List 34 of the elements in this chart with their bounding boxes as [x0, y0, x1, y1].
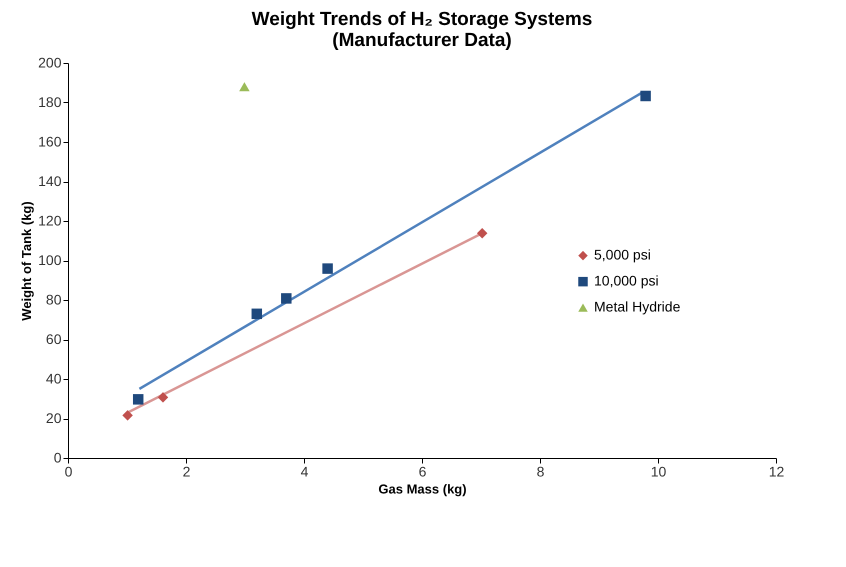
y-tick-label: 140: [38, 173, 62, 189]
y-tick-label: 40: [46, 370, 62, 386]
chart-subtitle: (Manufacturer Data): [332, 30, 512, 51]
y-axis-title: Weight of Tank (kg): [19, 201, 34, 321]
y-tick-label: 20: [46, 410, 62, 426]
y-tick-label: 180: [38, 94, 62, 110]
x-tick-label: 10: [650, 464, 666, 480]
x-tick-label: 0: [64, 464, 73, 480]
point: [640, 90, 651, 102]
chart-title: Weight Trends of H₂ Storage Systems: [252, 9, 592, 30]
legend-label: 10,000 psi: [594, 272, 659, 289]
x-tick-label: 6: [418, 464, 427, 480]
point: [132, 394, 144, 405]
y-tick-label: 0: [54, 450, 62, 466]
y-tick-label: 60: [46, 331, 62, 347]
y-tick-label: 80: [46, 292, 62, 308]
x-axis-title: Gas Mass (kg): [378, 482, 467, 496]
x-tick-label: 12: [768, 464, 784, 480]
y-tick-label: 160: [38, 134, 62, 150]
point: [122, 410, 133, 421]
point: [239, 82, 250, 92]
point: [476, 228, 488, 238]
point: [252, 308, 262, 320]
x-tick-label: 2: [182, 464, 191, 480]
point: [158, 392, 168, 403]
legend-label: 5,000 psi: [594, 246, 651, 263]
y-tick-label: 120: [38, 212, 62, 228]
y-tick-label: 100: [38, 252, 62, 268]
y-tick-label: 200: [38, 54, 62, 70]
legend-label: Metal Hydride: [594, 298, 681, 315]
x-tick-label: 4: [300, 464, 309, 480]
x-tick-label: 8: [536, 464, 545, 480]
point: [322, 263, 333, 274]
point: [281, 293, 292, 304]
